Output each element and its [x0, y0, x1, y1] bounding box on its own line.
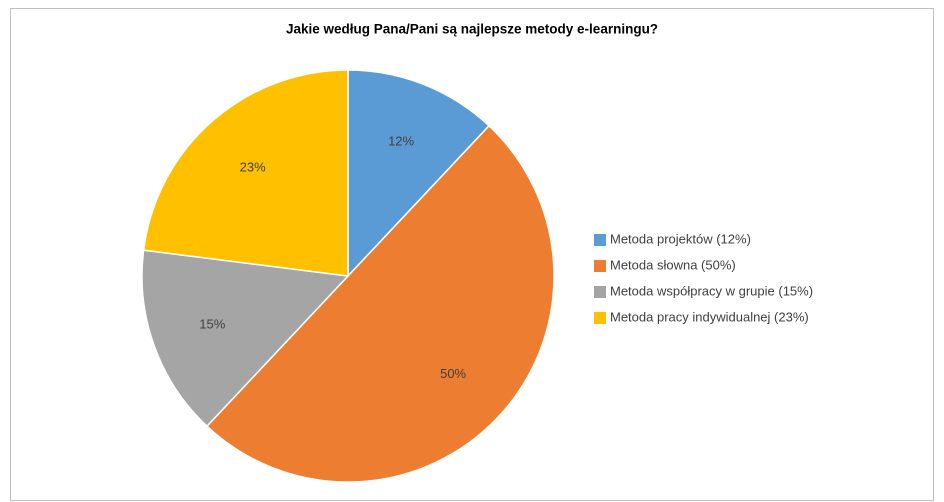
legend-label: Metoda słowna (50%): [610, 257, 736, 272]
slice-label: 23%: [240, 159, 266, 174]
legend-label: Metoda współpracy w grupie (15%): [610, 283, 813, 298]
legend-swatch: [594, 286, 606, 298]
pie-slice: [142, 69, 349, 277]
slice-label: 12%: [388, 133, 414, 148]
slice-label: 50%: [440, 366, 466, 381]
legend-swatch: [594, 312, 606, 324]
slice-label: 15%: [199, 316, 225, 331]
legend-swatch: [594, 234, 606, 246]
legend-label: Metoda projektów (12%): [610, 231, 751, 246]
legend-swatch: [594, 260, 606, 272]
chart-title: Jakie według Pana/Pani są najlepsze meto…: [286, 22, 658, 37]
pie-slice: [141, 249, 350, 428]
pie-slice: [205, 124, 555, 483]
legend-label: Metoda pracy indywidualnej (23%): [610, 309, 809, 324]
pie-slice: [347, 69, 491, 278]
